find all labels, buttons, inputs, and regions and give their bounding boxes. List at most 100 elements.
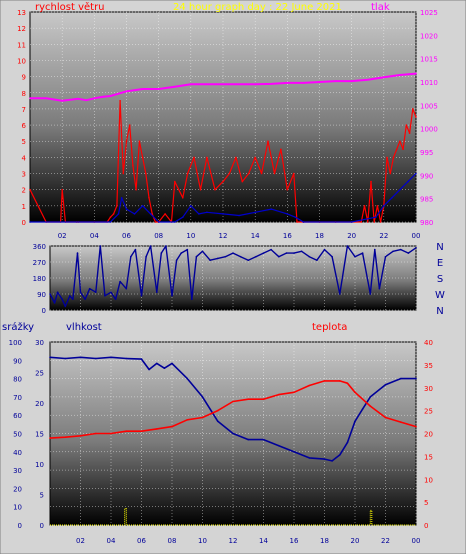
temperature-line-point bbox=[293, 391, 295, 394]
humidity-line-point bbox=[346, 441, 349, 444]
x-tick-label: 12 bbox=[219, 232, 228, 240]
wind-line-point bbox=[373, 221, 376, 223]
pressure-line-point bbox=[85, 99, 88, 101]
temperature-label: teplota bbox=[312, 322, 347, 333]
rain-tick-label: 80 bbox=[13, 376, 22, 384]
humidity-line-point bbox=[217, 420, 219, 423]
humidity-line-point bbox=[247, 438, 250, 441]
gust-line-point bbox=[238, 214, 240, 217]
wind-tick-label: 2 bbox=[22, 187, 26, 195]
temperature-tick-label: 5 bbox=[424, 499, 428, 507]
wind-direction-line-point bbox=[130, 255, 132, 258]
wind-direction-line-point bbox=[374, 248, 376, 251]
temperature-line-point bbox=[217, 409, 219, 412]
humidity-line-point bbox=[232, 432, 234, 435]
compass-label: N bbox=[436, 306, 443, 317]
wind-direction-line-point bbox=[134, 248, 137, 251]
rain-tick-label: 10 bbox=[13, 504, 22, 512]
humidity-line-point bbox=[339, 454, 341, 456]
direction-degree-ticks: 0 90 180 270 360 bbox=[33, 243, 46, 315]
wind-line-point bbox=[395, 148, 398, 151]
wind-direction-line-point bbox=[49, 293, 51, 295]
wind-direction-line-point bbox=[293, 252, 295, 254]
pressure-line-point bbox=[318, 81, 321, 83]
wind-tick-label: 9 bbox=[22, 74, 26, 82]
x-tick-label: 14 bbox=[251, 232, 260, 240]
gust-line-point bbox=[182, 216, 184, 218]
temperature-line bbox=[49, 380, 417, 439]
x-tick-label: 06 bbox=[137, 537, 146, 545]
gust-line-point bbox=[109, 221, 112, 223]
gust-line-point bbox=[133, 213, 136, 215]
wind-tick-label: 4 bbox=[22, 154, 27, 162]
temperature-line-point bbox=[369, 405, 372, 407]
wind-direction-line-point bbox=[125, 287, 128, 290]
x-tick-label: 06 bbox=[122, 232, 131, 240]
gust-line-point bbox=[29, 221, 31, 223]
x-tick-label: 16 bbox=[290, 537, 299, 545]
wind-pressure-x-ticks: 02 04 06 08 10 12 14 16 18 20 22 00 bbox=[58, 232, 421, 240]
temperature-line-point bbox=[384, 416, 387, 419]
wind-line-point bbox=[386, 156, 388, 159]
wind-direction-line-point bbox=[209, 259, 211, 262]
wind-direction-line-point bbox=[300, 250, 303, 253]
pressure-line-point bbox=[93, 97, 96, 100]
temperature-line-point bbox=[201, 416, 204, 419]
wind-direction-line-point bbox=[369, 293, 372, 295]
humidity-tick-label: 0 bbox=[40, 522, 44, 530]
gust-line-point bbox=[198, 213, 200, 215]
humidity-line bbox=[49, 356, 416, 462]
wind-direction-line-point bbox=[156, 291, 158, 294]
wind-direction-line-point bbox=[308, 255, 311, 258]
gust-line-point bbox=[117, 213, 120, 215]
pressure-line-point bbox=[334, 80, 337, 82]
wind-direction-line-point bbox=[88, 287, 91, 290]
wind-direction-line-point bbox=[180, 252, 182, 254]
gust-line-point bbox=[270, 208, 273, 210]
gust-line-point bbox=[190, 205, 192, 207]
wind-direction-line-point bbox=[56, 291, 59, 294]
x-tick-label: 20 bbox=[347, 232, 356, 240]
temperature-tick-label: 0 bbox=[424, 522, 428, 530]
rain-tick-label: 60 bbox=[13, 412, 22, 420]
humidity-tick-label: 15 bbox=[35, 431, 44, 439]
wind-speed-label: rychlost větru bbox=[35, 1, 105, 13]
wind-line-point bbox=[296, 221, 298, 223]
wind-line-point bbox=[389, 172, 392, 175]
temperature-line-point bbox=[415, 425, 417, 428]
humidity-temperature-panel: 0 10 20 30 40 50 60 70 80 90 100 0 5 10 15 20 25 30 0 5 10… bbox=[2, 321, 433, 545]
wind-line-point bbox=[260, 172, 263, 175]
wind-line-point bbox=[367, 221, 369, 223]
pressure-tick-label: 990 bbox=[420, 172, 433, 180]
wind-line-point bbox=[402, 148, 404, 151]
x-tick-label: 18 bbox=[315, 232, 324, 240]
wind-direction-line-point bbox=[339, 293, 341, 295]
x-tick-label: 14 bbox=[259, 537, 268, 545]
pressure-line-point bbox=[399, 74, 401, 76]
rain-tick-label: 100 bbox=[9, 339, 22, 347]
temperature-line-point bbox=[278, 393, 280, 396]
humidity-line-point bbox=[49, 356, 51, 359]
wind-line-point bbox=[206, 156, 208, 159]
wind-direction-line-point bbox=[407, 252, 410, 254]
humidity-line-point bbox=[156, 362, 158, 365]
x-tick-label: 04 bbox=[90, 232, 99, 240]
rain-tick-label: 50 bbox=[13, 431, 22, 439]
wind-direction-line-point bbox=[171, 295, 173, 297]
gust-line-point bbox=[125, 208, 128, 210]
wind-line-point bbox=[145, 172, 147, 175]
wind-line-point bbox=[412, 108, 414, 110]
wind-direction-line-point bbox=[224, 255, 227, 258]
humidity-line-point bbox=[64, 357, 67, 360]
gust-line-point bbox=[286, 213, 289, 215]
humidity-line-point bbox=[323, 458, 326, 460]
temperature-tick-label: 10 bbox=[424, 476, 433, 484]
wind-direction-line-point bbox=[323, 248, 326, 251]
wind-tick-label: 12 bbox=[17, 25, 26, 33]
rain-line bbox=[50, 508, 416, 526]
temperature-line-point bbox=[49, 437, 51, 439]
temperature-line-point bbox=[339, 380, 341, 382]
temperature-line-point bbox=[232, 400, 234, 403]
